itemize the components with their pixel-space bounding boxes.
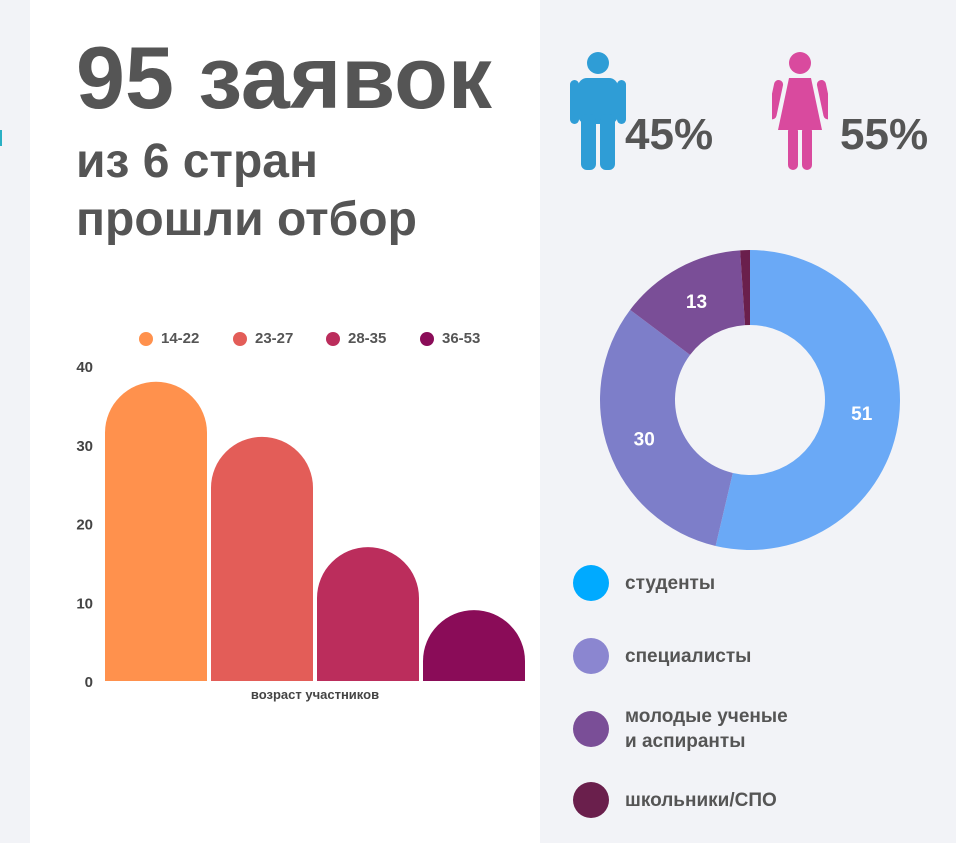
y-tick-label: 30 — [76, 438, 93, 455]
bar-36-53 — [423, 610, 525, 681]
subtitle-line-1: из 6 стран — [76, 135, 318, 188]
category-legend-item-young-scientists: молодые ученые и аспиранты — [573, 704, 788, 754]
x-axis-label: возраст участников — [251, 687, 379, 702]
donut-slice-0 — [715, 250, 901, 550]
page-title: 95 заявок — [76, 28, 492, 127]
page-subtitle: из 6 стран прошли отбор — [76, 133, 417, 249]
donut-value-label: 13 — [686, 292, 707, 313]
category-swatch — [573, 638, 609, 674]
edge-accent-mark — [0, 130, 2, 146]
category-label: студенты — [625, 572, 716, 594]
category-swatch — [573, 711, 609, 747]
female-percent: 55% — [840, 110, 929, 159]
y-tick-label: 20 — [76, 517, 93, 534]
legend-swatch — [233, 331, 247, 346]
category-label: специалисты — [625, 645, 752, 667]
left-edge-strip — [0, 0, 30, 843]
donut-slice-2 — [630, 250, 746, 355]
category-legend-item-specialists: специалисты — [573, 638, 751, 674]
donut-value-label: 51 — [851, 404, 873, 425]
donut-slice-3 — [740, 250, 750, 326]
donut-value-label: 30 — [634, 429, 655, 450]
y-tick-label: 40 — [76, 359, 93, 376]
legend-label: 28-35 — [348, 330, 387, 347]
legend-label: 23-27 — [255, 330, 294, 347]
bar-23-27 — [211, 436, 313, 681]
category-legend-item-students: студенты — [573, 565, 715, 601]
bar-28-35 — [317, 547, 419, 681]
legend-label: 36-53 — [442, 330, 481, 347]
legend-label: 14-22 — [161, 330, 200, 347]
bar-14-22 — [105, 381, 207, 681]
legend-swatch — [326, 331, 340, 346]
legend-item-14-22: 14-22 — [139, 330, 199, 347]
legend-swatch — [420, 331, 434, 346]
legend-item-36-53: 36-53 — [420, 330, 480, 347]
y-tick-label: 0 — [85, 674, 93, 691]
category-swatch — [573, 782, 609, 818]
donut-slice-1 — [600, 309, 733, 546]
female-figure-icon — [772, 52, 828, 170]
category-legend-item-schoolchildren: школьники/СПО — [573, 782, 777, 818]
category-label: школьники/СПО — [625, 789, 777, 811]
male-percent: 45% — [625, 110, 714, 159]
category-swatch — [573, 565, 609, 601]
age-bar-chart: 0 10 20 30 40 возраст участников — [76, 359, 525, 702]
subtitle-line-2: прошли отбор — [76, 193, 417, 246]
category-label: молодые ученые и аспиранты — [625, 706, 788, 752]
legend-item-23-27: 23-27 — [233, 330, 293, 347]
legend-swatch — [139, 331, 153, 346]
category-donut-chart: 51 30 13 — [600, 250, 901, 550]
male-figure-icon — [570, 52, 626, 170]
y-tick-label: 10 — [76, 595, 93, 612]
legend-item-28-35: 28-35 — [326, 330, 386, 347]
